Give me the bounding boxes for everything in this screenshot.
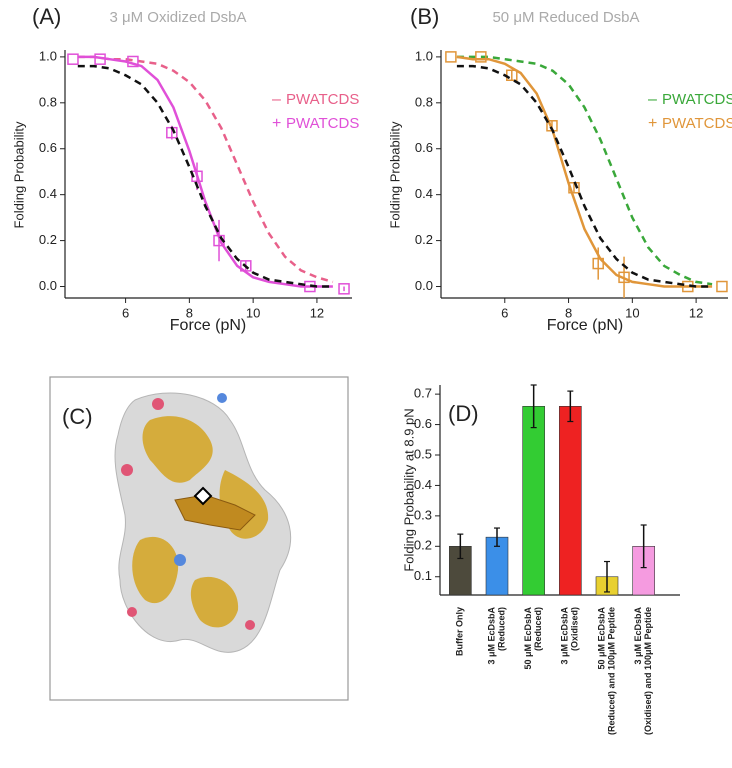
- data-point: [67, 53, 79, 65]
- surface-spot: [245, 620, 255, 630]
- chart-title: 3 μM Oxidized DsbA: [109, 9, 246, 26]
- y-tick-label: 0.8: [39, 94, 57, 109]
- data-point: [618, 271, 630, 284]
- data-point: [240, 260, 252, 272]
- legend-mark: –: [648, 91, 657, 108]
- y-axis-label: Folding Probability: [11, 121, 26, 228]
- y-tick-label: 0.2: [414, 538, 432, 553]
- y-tick-label: 0.3: [414, 507, 432, 522]
- series-line: [77, 55, 334, 284]
- y-tick-label: 0.0: [39, 278, 57, 293]
- panel-label: (A): [32, 4, 61, 29]
- surface-patch: [190, 576, 239, 628]
- data-point: [127, 55, 139, 68]
- surface-patch: [142, 416, 213, 483]
- legend-label: PWATCDS: [662, 91, 732, 108]
- x-tick-label: 3 μM EcDsbA: [633, 607, 643, 665]
- panel-label: (D): [448, 401, 479, 426]
- legend-mark: +: [272, 115, 281, 132]
- series-line: [456, 64, 713, 288]
- y-tick-label: 0.4: [414, 477, 432, 492]
- y-tick-label: 0.4: [39, 186, 57, 201]
- chart-title: 50 μM Reduced DsbA: [492, 9, 639, 26]
- x-tick-label: (Reduced): [496, 607, 506, 651]
- y-tick-label: 0.6: [415, 140, 433, 155]
- y-tick-label: 0.0: [415, 278, 433, 293]
- y-axis-label: Folding Probability at 8.9 pN: [401, 408, 416, 571]
- data-point: [592, 257, 604, 270]
- x-axis-label: Force (pN): [170, 317, 246, 334]
- x-tick-label: 6: [122, 305, 129, 320]
- surface-spot: [121, 464, 133, 476]
- data-point: [445, 51, 457, 63]
- data-point: [94, 53, 106, 65]
- x-tick-label: 50 μM EcDsbA: [523, 607, 533, 670]
- x-axis-label: Force (pN): [547, 317, 623, 334]
- panel-label: (C): [62, 404, 93, 429]
- y-tick-label: 0.7: [414, 386, 432, 401]
- y-axis-label: Folding Probability: [387, 121, 402, 228]
- x-tick-label: (Oxidised) and 100μM Peptide: [643, 607, 653, 735]
- panel-label: (B): [410, 4, 439, 29]
- surface-patch: [132, 536, 179, 604]
- series-line: [77, 55, 333, 288]
- bar: [559, 406, 582, 596]
- x-tick-label: 50 μM EcDsbA: [596, 607, 606, 670]
- x-tick-label: 12: [689, 305, 703, 320]
- legend-label: PWATCDS: [286, 91, 359, 108]
- y-tick-label: 0.6: [414, 416, 432, 431]
- y-tick-label: 0.2: [415, 232, 433, 247]
- legend-mark: +: [648, 115, 657, 132]
- x-tick-label: 6: [501, 305, 508, 320]
- legend-label: PWATCDS: [662, 115, 732, 132]
- series-line: [456, 55, 713, 288]
- x-tick-label: 8: [186, 305, 193, 320]
- x-tick-label: (Reduced): [533, 607, 543, 651]
- y-tick-label: 0.5: [414, 446, 432, 461]
- surface-spot: [174, 554, 186, 566]
- x-tick-label: Buffer Only: [455, 607, 465, 656]
- y-tick-label: 0.8: [415, 94, 433, 109]
- data-point: [475, 51, 487, 63]
- data-point: [716, 280, 728, 293]
- series-line: [77, 64, 333, 288]
- legend-label: PWATCDS: [286, 115, 359, 132]
- series-line: [456, 55, 713, 286]
- panel-c: (C): [49, 376, 349, 701]
- y-tick-label: 1.0: [415, 48, 433, 63]
- bar: [522, 406, 545, 596]
- x-tick-label: (Oxidised): [570, 607, 580, 651]
- legend-mark: –: [272, 91, 281, 108]
- y-tick-label: 0.6: [39, 140, 57, 155]
- y-tick-label: 0.2: [39, 232, 57, 247]
- x-tick-label: (Reduced) and 100μM Peptide: [606, 607, 616, 735]
- x-tick-label: 12: [310, 305, 324, 320]
- x-tick-label: 3 μM EcDsbA: [560, 607, 570, 665]
- y-tick-label: 0.1: [414, 568, 432, 583]
- surface-spot: [152, 398, 164, 410]
- x-tick-label: 10: [246, 305, 260, 320]
- data-point: [338, 283, 350, 295]
- x-tick-label: 3 μM EcDsbA: [486, 607, 496, 665]
- y-tick-label: 0.4: [415, 186, 433, 201]
- y-tick-label: 1.0: [39, 48, 57, 63]
- x-tick-label: 8: [565, 305, 572, 320]
- x-tick-label: 10: [625, 305, 639, 320]
- surface-spot: [217, 393, 227, 403]
- surface-spot: [127, 607, 137, 617]
- active-site-marker: [193, 486, 213, 506]
